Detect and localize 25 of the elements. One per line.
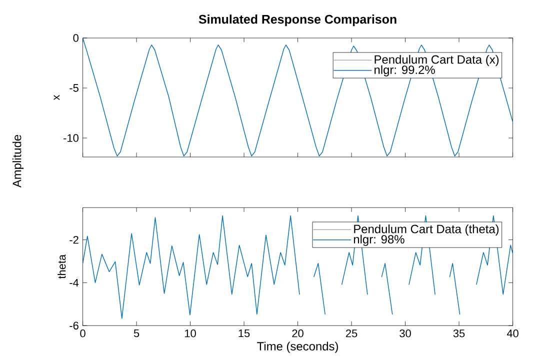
chart-title: Simulated Response Comparison	[198, 14, 396, 26]
y-tick-label: -5	[70, 84, 78, 92]
y-tick-label: -6	[70, 322, 78, 330]
x-axis-title: Time (seconds)	[257, 342, 338, 354]
y-tick-label: -10	[64, 134, 78, 142]
y-tick-label: 0	[73, 34, 78, 42]
x-tick-label: 10	[185, 330, 196, 338]
x-tick-label: 30	[400, 330, 411, 338]
legend-label: Pendulum Cart Data (theta)	[354, 224, 499, 236]
text: Amplitude	[12, 135, 24, 188]
line-series	[82, 38, 513, 157]
x-tick-label: 40	[506, 330, 518, 338]
x-tick-label: 35	[453, 330, 465, 338]
y-tick-label: -4	[70, 279, 79, 287]
legend-label: nlgr: 98%	[354, 235, 404, 246]
legend-label: nlgr: 99.2%	[374, 66, 435, 77]
x-tick-label: 15	[238, 330, 250, 338]
y-tick-label: -2	[70, 236, 78, 244]
y-axis-title: x	[54, 95, 60, 100]
legend-label: Pendulum Cart Data (x)	[374, 55, 499, 66]
x-tick-label: 20	[292, 330, 304, 338]
x-tick-label: 25	[346, 330, 358, 338]
x-tick-label: 0	[80, 330, 86, 338]
y-axis-title: theta	[58, 254, 66, 279]
x-tick-label: 5	[134, 330, 140, 338]
